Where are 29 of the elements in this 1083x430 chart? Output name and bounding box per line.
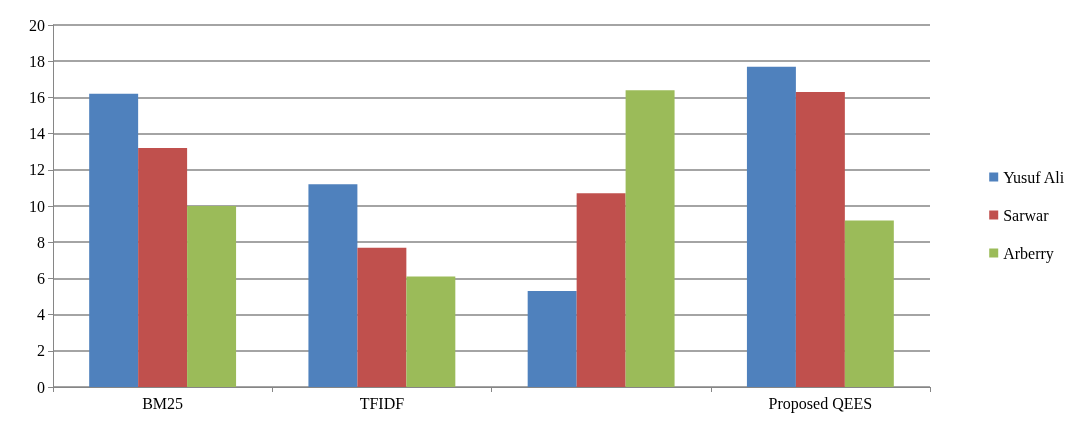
legend-label: Arberry: [1003, 244, 1054, 263]
y-tick-label: 16: [29, 88, 45, 106]
y-tick-label: 18: [29, 52, 45, 70]
x-tick-label: TFIDF: [359, 394, 405, 412]
y-tick-label: 4: [37, 306, 45, 324]
bar: [746, 66, 796, 387]
y-tick-label: 6: [37, 269, 45, 287]
legend-label: Yusuf Ali: [1003, 168, 1065, 186]
bar: [187, 206, 237, 387]
y-tick-label: 20: [29, 16, 45, 34]
bar: [795, 91, 845, 387]
bar: [308, 184, 358, 387]
y-tick-label: 8: [37, 233, 45, 251]
bar: [625, 90, 675, 387]
y-tick-label: 10: [29, 197, 45, 215]
legend-label: Sarwar: [1003, 206, 1050, 224]
bar: [576, 193, 626, 387]
bar: [527, 291, 577, 387]
y-tick-label: 12: [29, 161, 45, 179]
y-tick-label: 2: [37, 342, 45, 360]
bar: [89, 93, 139, 387]
x-tick-label: BM25: [142, 394, 184, 412]
bar: [844, 220, 894, 387]
bar: [357, 247, 407, 387]
bar: [406, 276, 456, 387]
x-tick-label: Proposed QEES: [768, 394, 873, 413]
y-tick-label: 0: [37, 378, 45, 396]
bar: [138, 148, 188, 387]
y-tick-label: 14: [29, 125, 45, 143]
